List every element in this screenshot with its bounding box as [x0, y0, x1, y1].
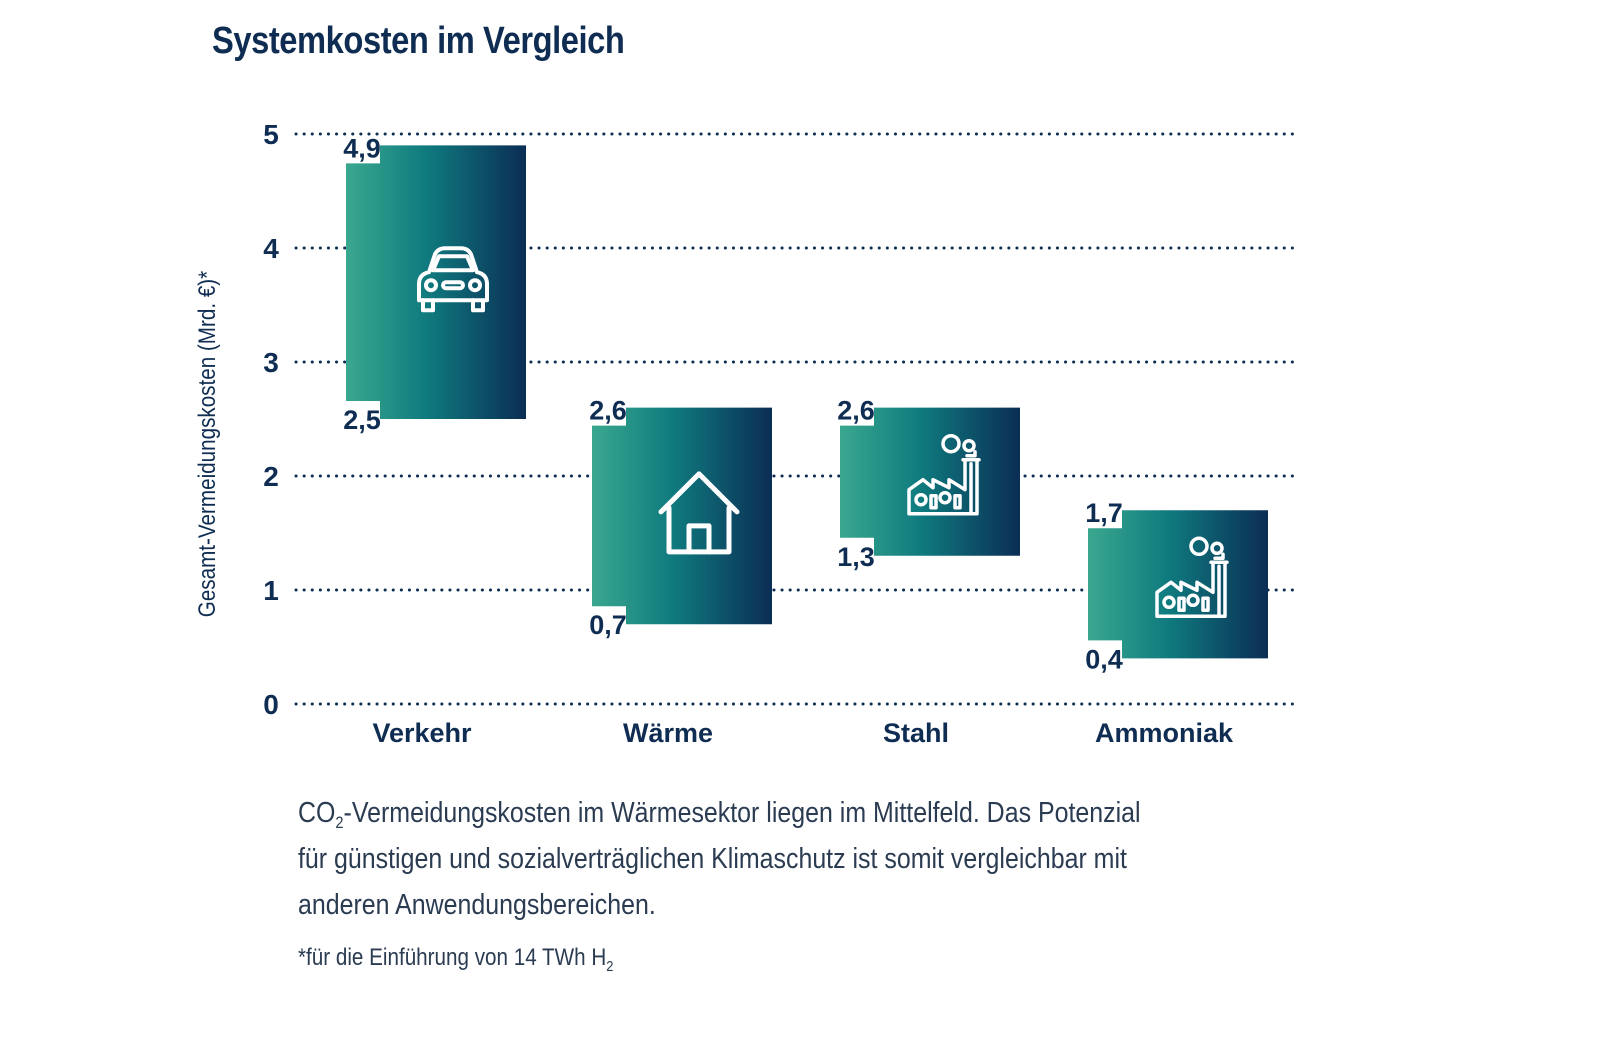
smoke-puff-1	[941, 433, 961, 454]
chart-title: Systemkosten im Vergleich	[212, 20, 625, 62]
bar-wrme: 2,6 0,7	[589, 396, 772, 640]
caption-co2-subscript: 2	[335, 813, 344, 832]
factory-icon	[1155, 536, 1229, 619]
car-body	[417, 246, 489, 303]
y-tick-label-2: 2	[263, 461, 279, 492]
factory-chimney-top	[961, 449, 981, 462]
low-label-1: 0,7	[589, 610, 627, 640]
x-tick-label-3: Ammoniak	[1095, 718, 1234, 748]
bar-range-3	[1088, 510, 1268, 659]
y-tick-label-1: 1	[263, 575, 279, 606]
car-headlight-right	[468, 278, 482, 293]
low-label-0: 2,5	[343, 405, 381, 435]
factory-window-2	[1177, 596, 1186, 613]
factory-window-2	[929, 493, 938, 510]
x-tick-label-0: Verkehr	[372, 718, 472, 748]
factory-window-1	[1162, 595, 1176, 610]
factory-window-1	[914, 492, 928, 507]
smoke-puff-1	[1189, 536, 1209, 557]
y-tick-label-4: 4	[263, 233, 279, 264]
factory-building	[907, 457, 979, 516]
factory-icon	[907, 433, 981, 516]
footnote: *für die Einführung von 14 TWh H2	[298, 944, 614, 975]
factory-window-3	[1186, 593, 1200, 608]
bar-range-1	[592, 407, 772, 625]
house-walls	[666, 505, 732, 555]
caption: CO2-Vermeidungskosten im Wärmesektor lie…	[298, 790, 1158, 928]
car-headlight-left	[424, 278, 438, 293]
y-axis-ticks: 0 1 2 3 4 5	[263, 119, 279, 720]
house-roof	[658, 471, 740, 515]
bar-range-2	[840, 407, 1020, 556]
factory-building	[1155, 560, 1227, 619]
house-door	[686, 523, 712, 555]
bars: 4,9 2,5 2,6 0,7 2,6 1,3 1,7 0,4	[343, 133, 1268, 674]
car-icon	[417, 246, 489, 313]
y-tick-label-0: 0	[263, 689, 279, 720]
x-axis-ticks: Verkehr Wärme Stahl Ammoniak	[372, 718, 1234, 748]
x-tick-label-1: Wärme	[623, 718, 713, 748]
factory-chimney-top	[1209, 552, 1229, 565]
car-grille	[441, 280, 465, 291]
footnote-subscript: 2	[606, 958, 614, 975]
house-icon	[658, 471, 740, 555]
bar-stahl: 2,6 1,3	[837, 396, 1020, 572]
gridlines	[294, 132, 1302, 706]
y-tick-label-3: 3	[263, 347, 279, 378]
car-wheels	[421, 298, 485, 313]
smoke-puff-2	[1210, 541, 1224, 556]
caption-line1: -Vermeidungskosten im Wärmesektor liegen…	[343, 797, 1141, 829]
factory-window-3	[938, 490, 952, 505]
factory-window-4	[953, 493, 962, 510]
footnote-text: *für die Einführung von 14 TWh H	[298, 944, 607, 971]
low-label-2: 1,3	[837, 542, 875, 572]
bar-ammoniak: 1,7 0,4	[1085, 498, 1268, 674]
high-label-2: 2,6	[837, 396, 875, 426]
low-label-3: 0,4	[1085, 644, 1123, 674]
caption-co2: CO	[298, 797, 336, 829]
y-tick-label-5: 5	[263, 119, 279, 150]
x-tick-label-2: Stahl	[883, 718, 949, 748]
bar-verkehr: 4,9 2,5	[343, 133, 526, 435]
smoke-puff-2	[962, 438, 976, 453]
high-label-0: 4,9	[343, 133, 381, 163]
car-window	[431, 254, 475, 273]
factory-window-4	[1201, 596, 1210, 613]
caption-line3: anderen Anwendungsbereichen.	[298, 889, 656, 921]
high-label-1: 2,6	[589, 396, 627, 426]
high-label-3: 1,7	[1085, 498, 1123, 528]
caption-line2: für günstigen und sozialverträglichen Kl…	[298, 843, 1127, 875]
y-axis-label: Gesamt-Vermeidungskosten (Mrd. €)*	[194, 270, 221, 618]
